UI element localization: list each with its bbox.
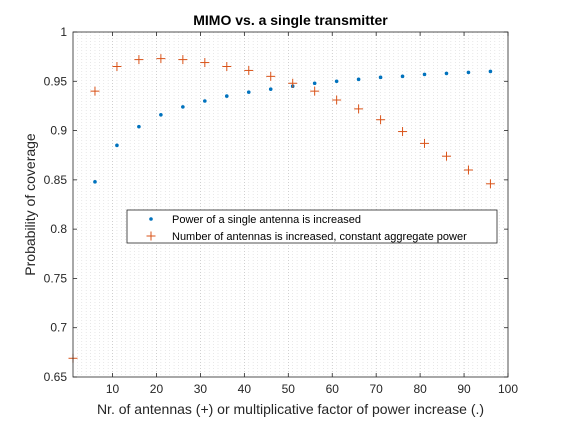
x-tick-label: 70: [370, 382, 384, 396]
x-tick-label: 60: [326, 382, 340, 396]
dot-marker: [488, 69, 493, 74]
y-tick-label: 0.85: [44, 173, 68, 187]
x-axis-label: Nr. of antennas (+) or multiplicative fa…: [97, 401, 484, 417]
dot-marker: [181, 105, 185, 109]
y-tick-label: 0.95: [44, 74, 68, 88]
series-layer: [68, 54, 495, 363]
plot-frame: [72, 31, 509, 378]
x-tick-label: 100: [498, 382, 518, 396]
plot-area: [73, 32, 508, 377]
dot-marker: [203, 99, 207, 103]
plus-marker: [288, 78, 298, 88]
dot-marker: [224, 94, 229, 98]
y-tick-label: 0.7: [50, 321, 67, 335]
legend-entry-multiple-antennas: Number of antennas is increased, constan…: [172, 231, 467, 243]
y-tick-label: 1: [60, 25, 67, 39]
x-tick-label: 80: [413, 382, 427, 396]
dot-marker: [334, 79, 339, 84]
x-tick-label: 30: [194, 382, 208, 396]
tick-labels: 10 20 30 40 50 60 70 80 90 100 0.65 0.7 0.75 0.8 0.85 0…: [44, 25, 519, 396]
series-single-antenna: [93, 69, 493, 184]
dot-marker: [115, 143, 119, 148]
plus-marker: [463, 165, 473, 175]
plus-marker: [485, 179, 495, 189]
y-tick-label: 0.65: [44, 370, 68, 384]
dot-marker: [444, 71, 449, 76]
y-axis-label: Probability of coverage: [22, 133, 38, 276]
axis-ticks: [73, 31, 509, 378]
plus-marker: [266, 71, 276, 81]
plus-marker: [420, 138, 430, 148]
dot-marker: [378, 75, 383, 80]
y-tick-label: 0.75: [44, 271, 68, 285]
dot-marker: [422, 72, 427, 77]
plus-marker: [376, 115, 386, 125]
dot-marker: [268, 87, 273, 91]
dot-marker: [137, 124, 141, 129]
dot-marker: [466, 70, 471, 75]
plus-marker: [156, 54, 166, 64]
plus-marker: [222, 62, 232, 71]
plus-marker: [112, 62, 122, 71]
dot-marker: [246, 90, 251, 94]
plus-marker: [354, 104, 364, 114]
dot-marker: [356, 77, 361, 82]
legend-entry-single-antenna: Power of a single antenna is increased: [172, 214, 361, 226]
plus-marker: [178, 55, 188, 65]
y-tick-label: 0.9: [50, 124, 67, 138]
dot-marker: [400, 74, 405, 79]
dot-marker: [312, 81, 317, 86]
dot-marker: [149, 217, 153, 221]
plus-marker: [398, 127, 408, 137]
dot-marker: [159, 113, 163, 117]
plus-marker: [441, 151, 451, 161]
chart-title: MIMO vs. a single transmitter: [193, 12, 388, 28]
x-tick-label: 10: [106, 382, 120, 396]
legend-marker-dot: [149, 217, 153, 221]
y-tick-label: 0.8: [50, 222, 67, 236]
plus-marker: [332, 95, 342, 105]
grid-lines: [77, 32, 504, 377]
x-tick-label: 20: [150, 382, 164, 396]
plus-marker: [134, 55, 144, 65]
plus-marker: [90, 86, 100, 96]
dot-marker: [93, 180, 97, 184]
legend: Power of a single antenna is increased N…: [126, 209, 498, 244]
series-multiple-antennas: [68, 54, 495, 363]
x-tick-label: 40: [238, 382, 252, 396]
plus-marker: [146, 231, 156, 241]
x-tick-label: 50: [282, 382, 296, 396]
x-tick-label: 90: [457, 382, 471, 396]
plus-marker: [200, 58, 210, 68]
legend-marker-plus: [146, 231, 156, 241]
plus-marker: [244, 65, 254, 75]
legend-box: [126, 209, 498, 244]
plus-marker: [310, 86, 320, 96]
